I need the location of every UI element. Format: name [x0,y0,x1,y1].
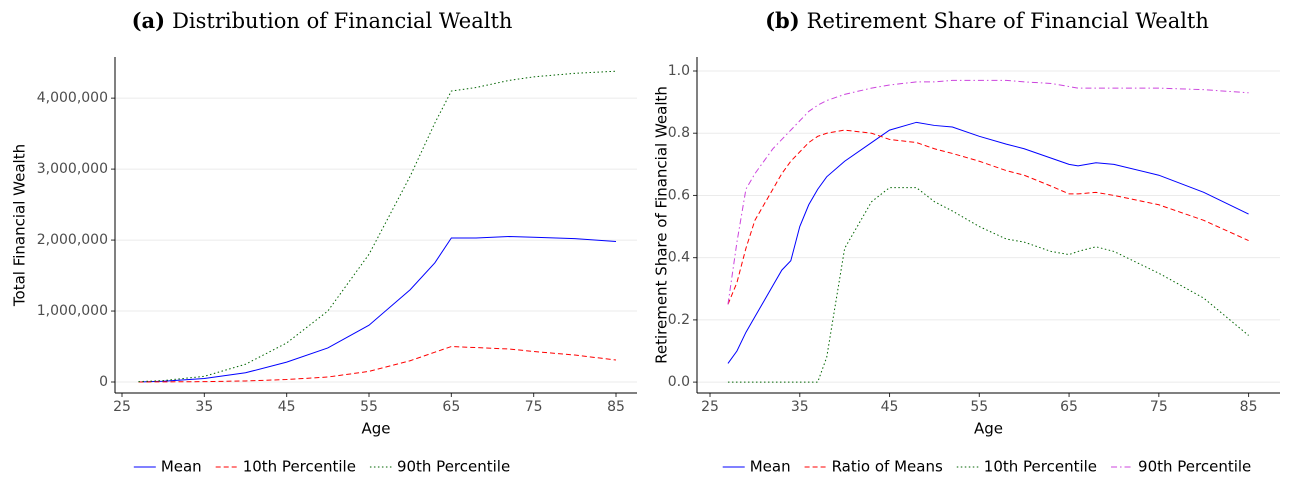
y-tick-label: 3,000,000 [37,161,108,177]
series-line [727,121,1249,364]
series-line [727,187,1249,383]
x-axis-title: Age [974,420,1003,438]
series-line [727,129,1249,305]
legend: Mean Ratio of Means 10th Percentile 90th Pe… [722,458,1251,476]
panel-label: (a) [132,8,165,33]
y-tick-label: 1,000,000 [37,303,108,319]
x-tick-label: 45 [881,399,899,415]
y-tick-label: 1.0 [668,63,690,79]
y-tick-label: 2,000,000 [37,232,108,248]
panel: (b) Retirement Share of Financial Wealth0… [653,8,1280,476]
legend-label: 90th Percentile [1138,458,1251,476]
y-axis-title: Retirement Share of Financial Wealth [653,86,671,364]
legend-label: Mean [161,458,202,476]
legend-label: Mean [750,458,791,476]
series-line [138,346,617,383]
series-line [727,79,1249,305]
x-tick-label: 55 [360,399,378,415]
panel: (a) Distribution of Financial Wealth 0 1,00… [11,8,637,476]
legend-label: Ratio of Means [832,458,943,476]
y-tick-label: 0 [99,374,108,390]
x-axis-title: Age [361,420,390,438]
legend: Mean 10th Percentile 90th Percentile [133,458,510,476]
x-tick-label: 45 [278,399,296,415]
x-tick-label: 85 [1240,399,1258,415]
y-tick-label: 0.6 [668,187,690,203]
x-tick-label: 75 [525,399,543,415]
series-line [138,70,617,383]
x-tick-label: 35 [195,399,213,415]
legend-label: 10th Percentile [243,458,356,476]
x-tick-label: 75 [1150,399,1168,415]
y-tick-label: 0.8 [668,125,690,141]
title-text: Distribution of Financial Wealth [172,9,512,33]
y-tick-label: 0.4 [668,250,690,266]
panel-label: (b) [765,8,800,33]
y-axis-title: Total Financial Wealth [11,144,29,307]
y-tick-label: 0.0 [668,374,690,390]
x-tick-label: 35 [791,399,809,415]
legend-label: 90th Percentile [397,458,510,476]
x-tick-label: 65 [442,399,460,415]
y-tick-label: 0.2 [668,312,690,328]
title-text: Retirement Share of Financial Wealth [807,9,1209,33]
x-tick-label: 85 [607,399,625,415]
y-tick-label: 4,000,000 [37,90,108,106]
series-line [138,236,617,383]
x-tick-label: 25 [113,399,131,415]
x-tick-label: 55 [970,399,988,415]
chart-title: (b) Retirement Share of Financial Wealth [765,8,1209,33]
x-tick-label: 25 [701,399,719,415]
x-tick-label: 65 [1060,399,1078,415]
chart-title: (a) Distribution of Financial Wealth [132,8,513,33]
legend-label: 10th Percentile [984,458,1097,476]
